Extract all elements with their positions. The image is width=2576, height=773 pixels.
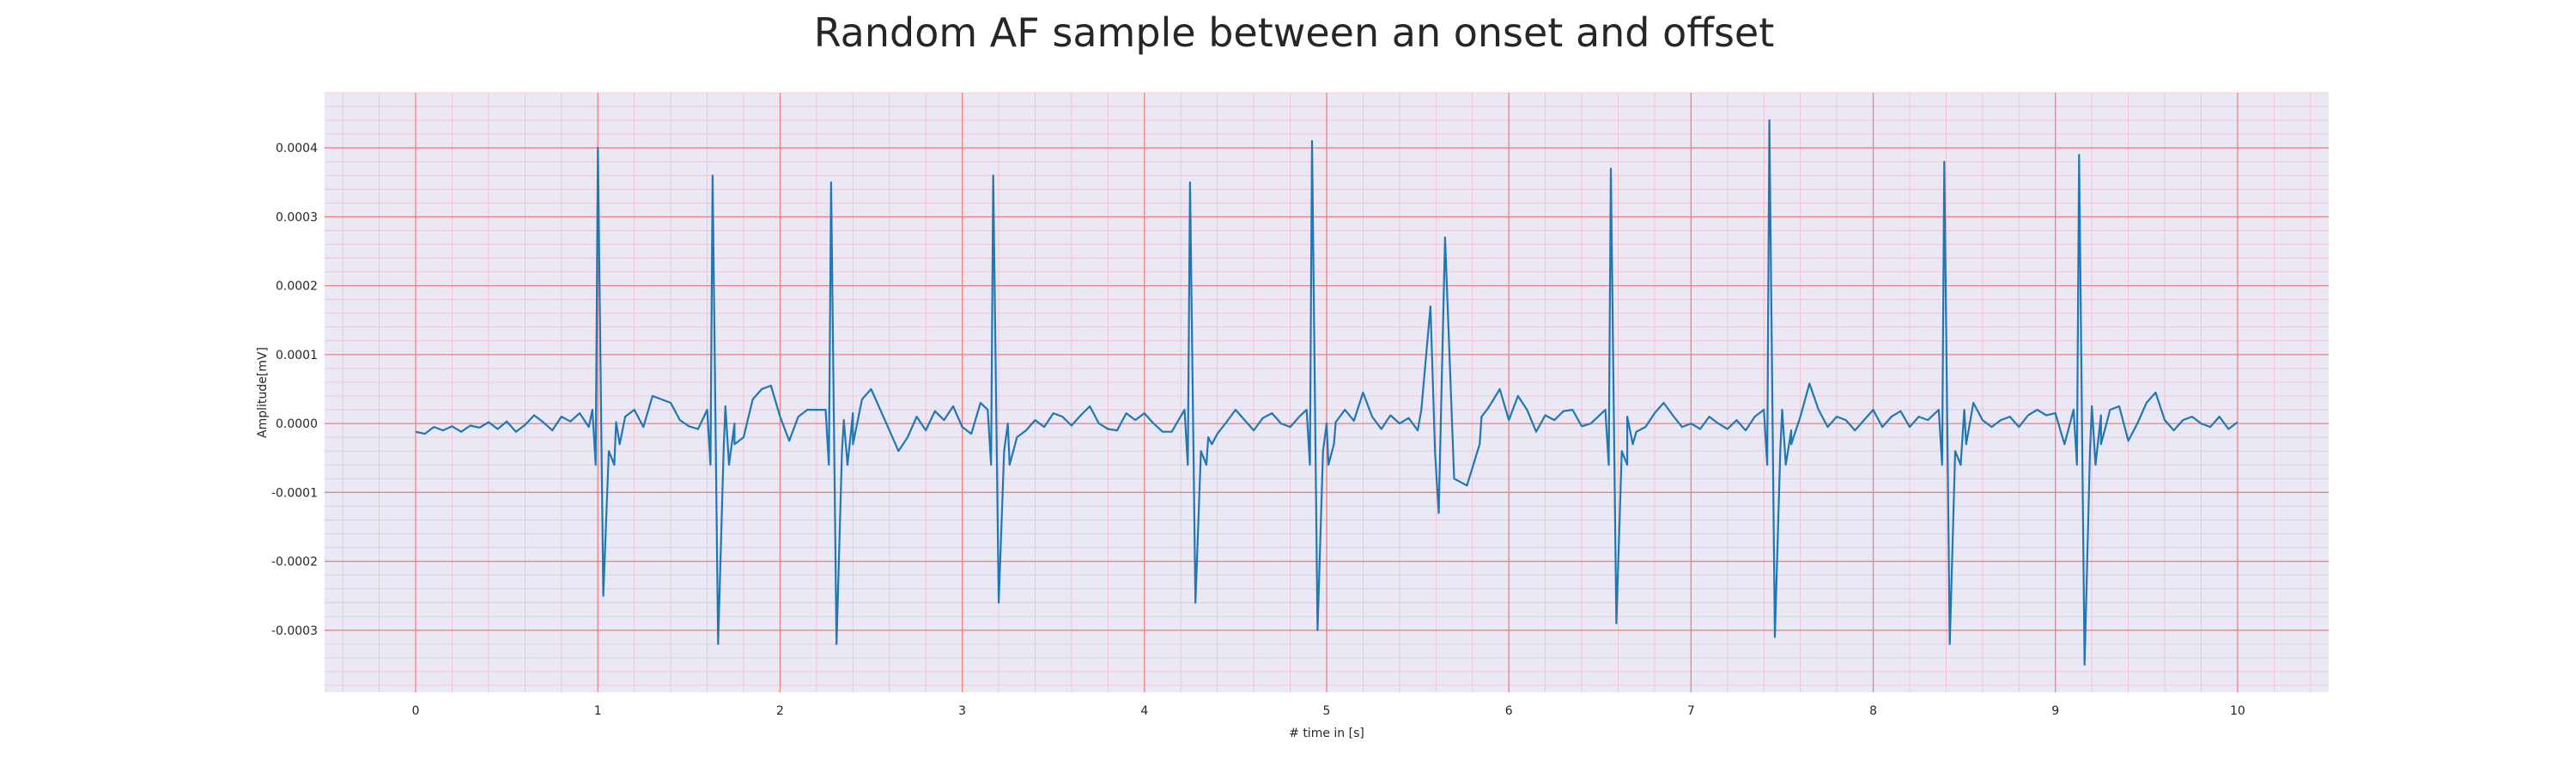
chart-title: Random AF sample between an onset and of…	[814, 9, 1775, 56]
x-tick-label: 8	[1869, 704, 1877, 718]
y-tick-label: -0.0001	[271, 486, 318, 500]
y-tick-label: 0.0003	[276, 210, 318, 224]
y-axis-ticks: -0.0003 -0.0002 -0.0001 0.0000 0.0001 0.0002 0…	[271, 142, 318, 638]
ecg-signal-line	[415, 119, 2239, 666]
x-tick-label: 0	[412, 704, 420, 718]
x-tick-label: 7	[1687, 704, 1695, 718]
x-tick-label: 10	[2230, 704, 2245, 718]
x-axis-ticks: 0 1 2 3 4 5 6 7 8 9 10	[412, 704, 2245, 718]
x-tick-label: 2	[776, 704, 784, 718]
x-tick-label: 4	[1140, 704, 1148, 718]
y-tick-label: -0.0003	[271, 624, 318, 638]
x-tick-label: 9	[2051, 704, 2059, 718]
y-tick-label: 0.0001	[276, 349, 318, 362]
x-tick-label: 1	[594, 704, 602, 718]
x-tick-label: 5	[1323, 704, 1331, 718]
x-axis-label: # time in [s]	[1289, 727, 1364, 740]
y-tick-label: 0.0002	[276, 280, 318, 294]
y-tick-label: -0.0002	[271, 556, 318, 569]
signal-layer	[415, 119, 2239, 666]
y-tick-label: 0.0000	[276, 417, 318, 431]
y-tick-label: 0.0004	[276, 142, 318, 155]
x-tick-label: 3	[958, 704, 966, 718]
y-axis-label: Amplitude[mV]	[256, 347, 270, 438]
x-tick-label: 6	[1505, 704, 1513, 718]
